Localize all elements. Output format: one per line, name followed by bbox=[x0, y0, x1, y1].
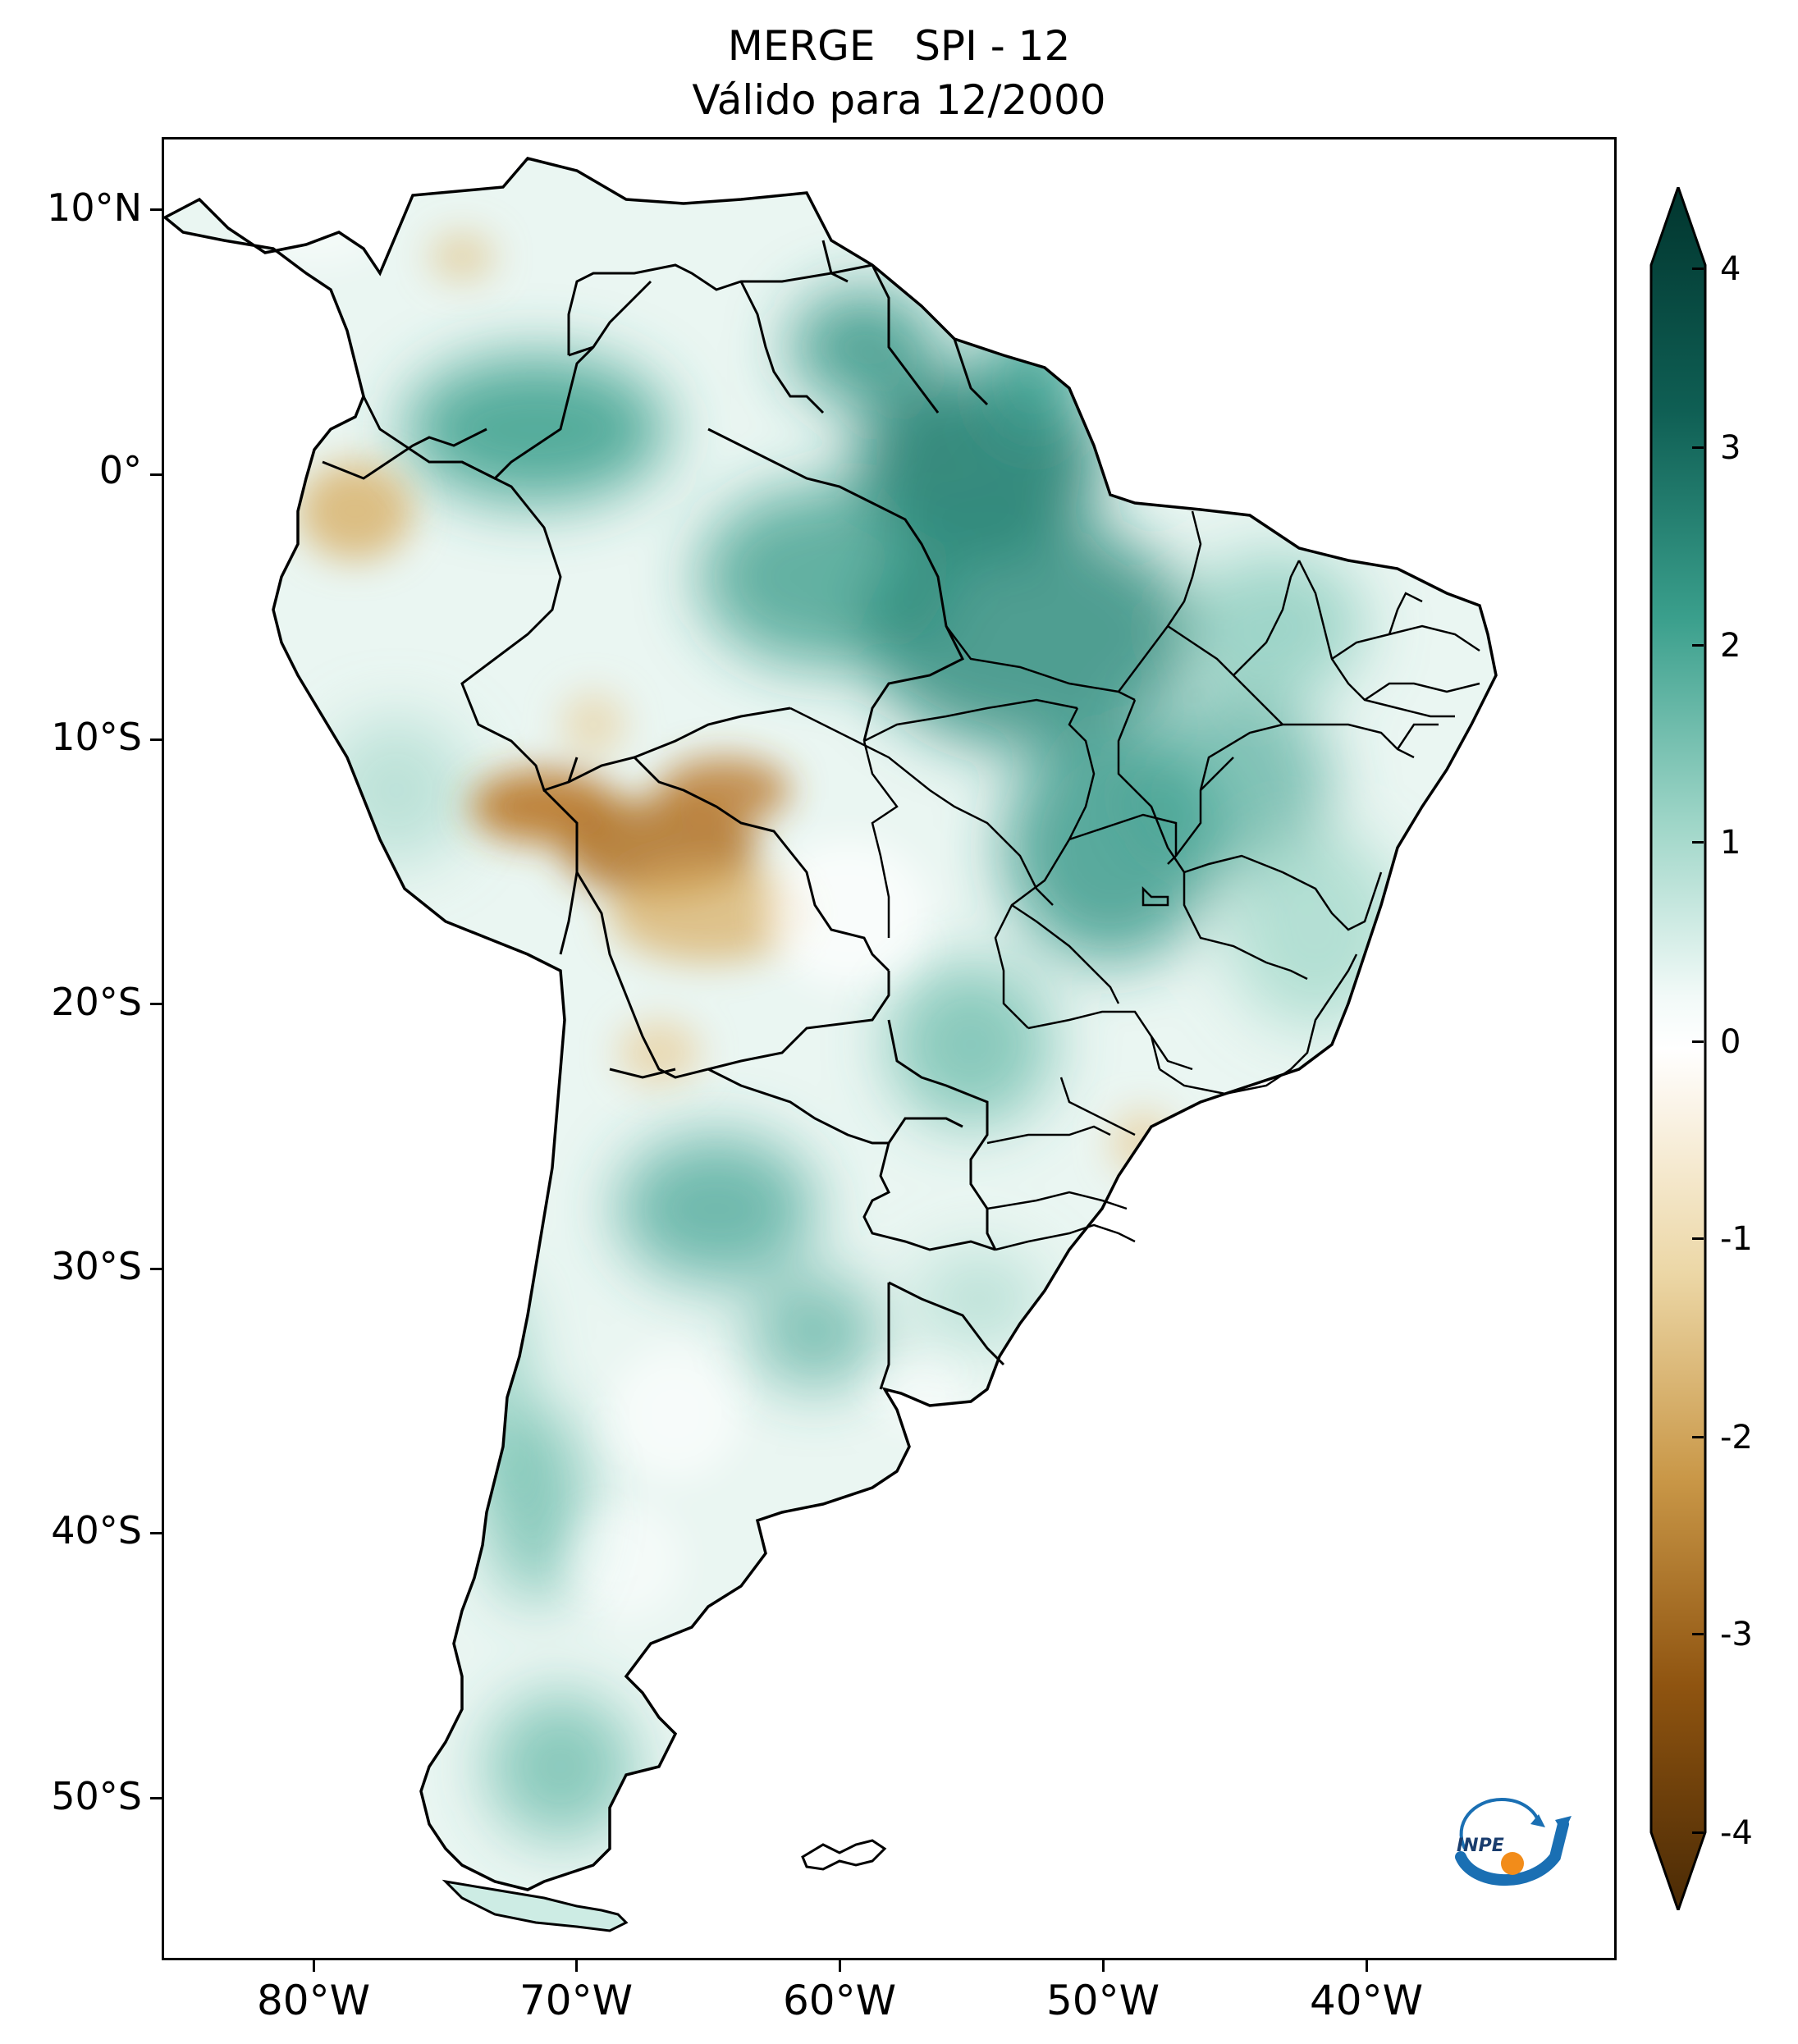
lon-tick bbox=[1102, 1960, 1105, 1972]
inpe-logo: INPE bbox=[1455, 1797, 1572, 1886]
lat-label-10n: 10°N bbox=[47, 185, 142, 230]
colorbar-label-neg1: -1 bbox=[1720, 1220, 1753, 1258]
colorbar bbox=[1649, 187, 1707, 1910]
map-title: MERGE SPI - 12 bbox=[727, 22, 1071, 70]
lon-label-80w: 80°W bbox=[256, 1977, 371, 2024]
colorbar-label-2: 2 bbox=[1720, 627, 1741, 665]
colorbar-tick bbox=[1692, 841, 1704, 844]
lon-label-70w: 70°W bbox=[519, 1977, 634, 2024]
lon-label-40w: 40°W bbox=[1309, 1977, 1424, 2024]
colorbar-label-neg2: -2 bbox=[1720, 1419, 1753, 1456]
lat-label-30s: 30°S bbox=[51, 1244, 142, 1288]
colorbar-label-3: 3 bbox=[1720, 429, 1741, 467]
lat-label-10s: 10°S bbox=[51, 715, 142, 759]
tierra-del-fuego bbox=[441, 1879, 629, 1932]
lon-label-50w: 50°W bbox=[1045, 1977, 1160, 2024]
lon-tick bbox=[575, 1960, 578, 1972]
colorbar-tick bbox=[1692, 644, 1704, 647]
colorbar-tick bbox=[1692, 446, 1704, 449]
lon-tick bbox=[313, 1960, 315, 1972]
south-america-map bbox=[164, 157, 1498, 1932]
lat-tick bbox=[150, 1532, 162, 1534]
lon-tick bbox=[1366, 1960, 1368, 1972]
lat-label-20s: 20°S bbox=[51, 980, 142, 1024]
lat-tick bbox=[150, 1268, 162, 1270]
colorbar-tick bbox=[1692, 1436, 1704, 1438]
state-borders bbox=[789, 510, 1480, 1251]
lon-label-60w: 60°W bbox=[782, 1977, 897, 2024]
colorbar-label-neg4: -4 bbox=[1720, 1814, 1753, 1852]
lat-label-0: 0° bbox=[98, 448, 142, 492]
colorbar-tick bbox=[1692, 1633, 1704, 1635]
falklands-island bbox=[801, 1839, 887, 1871]
inpe-logo-text: INPE bbox=[1457, 1836, 1504, 1856]
colorbar-tick bbox=[1692, 1831, 1704, 1834]
lat-tick bbox=[150, 208, 162, 211]
colorbar-label-neg3: -3 bbox=[1720, 1616, 1753, 1653]
colorbar-tick bbox=[1692, 1040, 1704, 1043]
lat-tick bbox=[150, 738, 162, 741]
lat-tick bbox=[150, 1797, 162, 1799]
country-borders bbox=[322, 240, 1005, 1390]
colorbar-tick bbox=[1692, 1237, 1704, 1240]
colorbar-label-0: 0 bbox=[1720, 1023, 1741, 1061]
map-panel bbox=[162, 137, 1617, 1960]
colorbar-label-1: 1 bbox=[1720, 824, 1741, 862]
map-subtitle: Válido para 12/2000 bbox=[692, 76, 1106, 124]
lat-label-50s: 50°S bbox=[51, 1774, 142, 1818]
lat-tick bbox=[150, 473, 162, 476]
colorbar-label-4: 4 bbox=[1720, 250, 1741, 288]
lat-tick bbox=[150, 1003, 162, 1005]
lat-label-40s: 40°S bbox=[51, 1508, 142, 1552]
colorbar-tick bbox=[1692, 268, 1704, 270]
lon-tick bbox=[839, 1960, 841, 1972]
